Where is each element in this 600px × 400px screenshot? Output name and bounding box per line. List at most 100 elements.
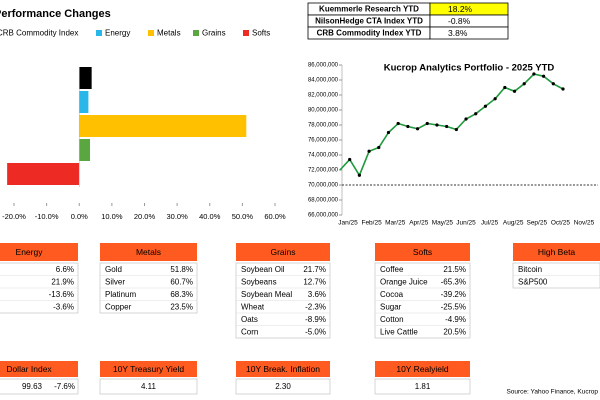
table-title: Metals xyxy=(136,247,161,257)
indicator-header xyxy=(0,361,78,377)
legend-swatch xyxy=(96,30,102,36)
line-point xyxy=(503,85,507,90)
table-header xyxy=(375,243,470,261)
x-tick-label: 20.0% xyxy=(134,212,156,221)
row-value: 21.9% xyxy=(51,277,74,286)
line-point xyxy=(522,82,526,86)
legend-swatch xyxy=(243,30,249,36)
indicator-header xyxy=(100,361,197,377)
table-title: Softs xyxy=(413,247,432,257)
x-tick-label: Apr/25 xyxy=(409,220,429,227)
row-label: Soybean Oil xyxy=(241,265,285,274)
line-point xyxy=(561,87,565,91)
x-tick-label: 30.0% xyxy=(166,212,188,221)
summary-label: NilsonHedge CTA Index YTD xyxy=(315,17,423,26)
indicator-body xyxy=(374,378,471,395)
y-tick-label: 84,000,000 xyxy=(308,78,339,84)
row-value: -39.2% xyxy=(441,290,466,299)
row-label: Live Cattle xyxy=(380,327,418,336)
indicator-header xyxy=(236,361,330,377)
row-value: 21.5% xyxy=(443,265,466,274)
row-value: 3.6% xyxy=(308,290,326,299)
x-tick-label: Oct/25 xyxy=(551,220,571,227)
row-label: Orange Juice xyxy=(380,277,428,286)
line-point xyxy=(435,123,439,127)
line-point xyxy=(483,104,488,108)
summary-value: 18.2% xyxy=(448,4,473,14)
indicator-value: 99.63 xyxy=(22,382,43,391)
legend-swatch xyxy=(148,30,154,36)
row-label: Silver xyxy=(105,277,125,286)
row-value: -65.3% xyxy=(441,277,466,286)
table-title: Grains xyxy=(270,247,295,257)
x-tick-label: May/25 xyxy=(432,220,454,227)
row-label: Platinum xyxy=(105,290,136,299)
line-point xyxy=(406,124,410,129)
line-point xyxy=(454,127,458,132)
y-tick-label: 66,000,000 xyxy=(308,213,339,219)
row-label: Corn xyxy=(241,327,258,336)
line-point xyxy=(377,145,381,150)
x-tick-label: Feb/25 xyxy=(361,220,382,227)
row-label: Soybeans xyxy=(241,277,277,286)
bar xyxy=(7,163,80,185)
row-value: -2.3% xyxy=(305,302,326,311)
row-value: -4.9% xyxy=(445,315,466,324)
line-series xyxy=(339,73,564,178)
chart-title: Performance Changes xyxy=(0,8,111,20)
row-label: Bitcoin xyxy=(518,265,542,274)
indicator-value: 1.81 xyxy=(415,382,431,391)
row-value: -13.6% xyxy=(49,290,74,299)
y-tick-label: 70,000,000 xyxy=(308,183,339,189)
indicator-header xyxy=(375,361,470,377)
x-tick-label: Aug/25 xyxy=(503,220,524,227)
indicator-body xyxy=(235,378,331,395)
y-tick-label: 72,000,000 xyxy=(308,168,339,174)
row-label: Sugar xyxy=(380,302,402,311)
line-point xyxy=(445,124,449,129)
row-label: Cotton xyxy=(380,315,404,324)
legend-label: Grains xyxy=(202,29,226,38)
row-value: 12.7% xyxy=(303,277,326,286)
line-point xyxy=(357,173,361,177)
y-tick-label: 76,000,000 xyxy=(308,138,339,144)
table-header xyxy=(100,243,197,261)
x-tick-label: 50.0% xyxy=(232,212,254,221)
x-tick-label: -20.0% xyxy=(2,212,26,221)
row-value: 68.3% xyxy=(170,290,193,299)
x-tick-label: Nov/25 xyxy=(574,220,595,227)
line-point xyxy=(551,82,555,86)
line-point xyxy=(464,117,468,121)
bar xyxy=(79,91,89,113)
line-point xyxy=(415,127,420,131)
x-tick-label: 40.0% xyxy=(199,212,221,221)
indicator-title: 10Y Break. Inflation xyxy=(246,364,320,374)
row-value: 60.7% xyxy=(170,277,193,286)
y-tick-label: 78,000,000 xyxy=(308,123,339,129)
table-title: High Beta xyxy=(538,247,576,257)
x-tick-label: Mar/25 xyxy=(385,220,406,227)
indicator-value: -7.6% xyxy=(54,382,75,391)
line-point xyxy=(474,112,478,116)
line-point xyxy=(512,89,517,93)
row-value: 21.7% xyxy=(303,265,326,274)
x-tick-label: Jan/25 xyxy=(338,220,358,227)
summary-value: 3.8% xyxy=(448,28,468,38)
y-tick-label: 74,000,000 xyxy=(308,153,339,159)
indicator-value: 2.30 xyxy=(275,382,291,391)
x-tick-label: -10.0% xyxy=(35,212,59,221)
row-value: -3.6% xyxy=(53,302,74,311)
row-label: Wheat xyxy=(241,302,265,311)
y-tick-label: 82,000,000 xyxy=(308,93,339,99)
legend-label: Energy xyxy=(105,29,130,38)
row-value: 6.6% xyxy=(56,265,74,274)
x-tick-label: 60.0% xyxy=(264,212,286,221)
row-label: Oats xyxy=(241,315,258,324)
source-note: Source: Yahoo Finance, Kucrop xyxy=(506,389,598,396)
indicator-value: 4.11 xyxy=(141,382,157,391)
line-point xyxy=(348,157,352,162)
indicator-title: Dollar Index xyxy=(6,364,52,374)
row-label: Cocoa xyxy=(380,290,404,299)
chart-title: Kucrop Analytics Portfolio - 2025 YTD xyxy=(384,63,555,74)
